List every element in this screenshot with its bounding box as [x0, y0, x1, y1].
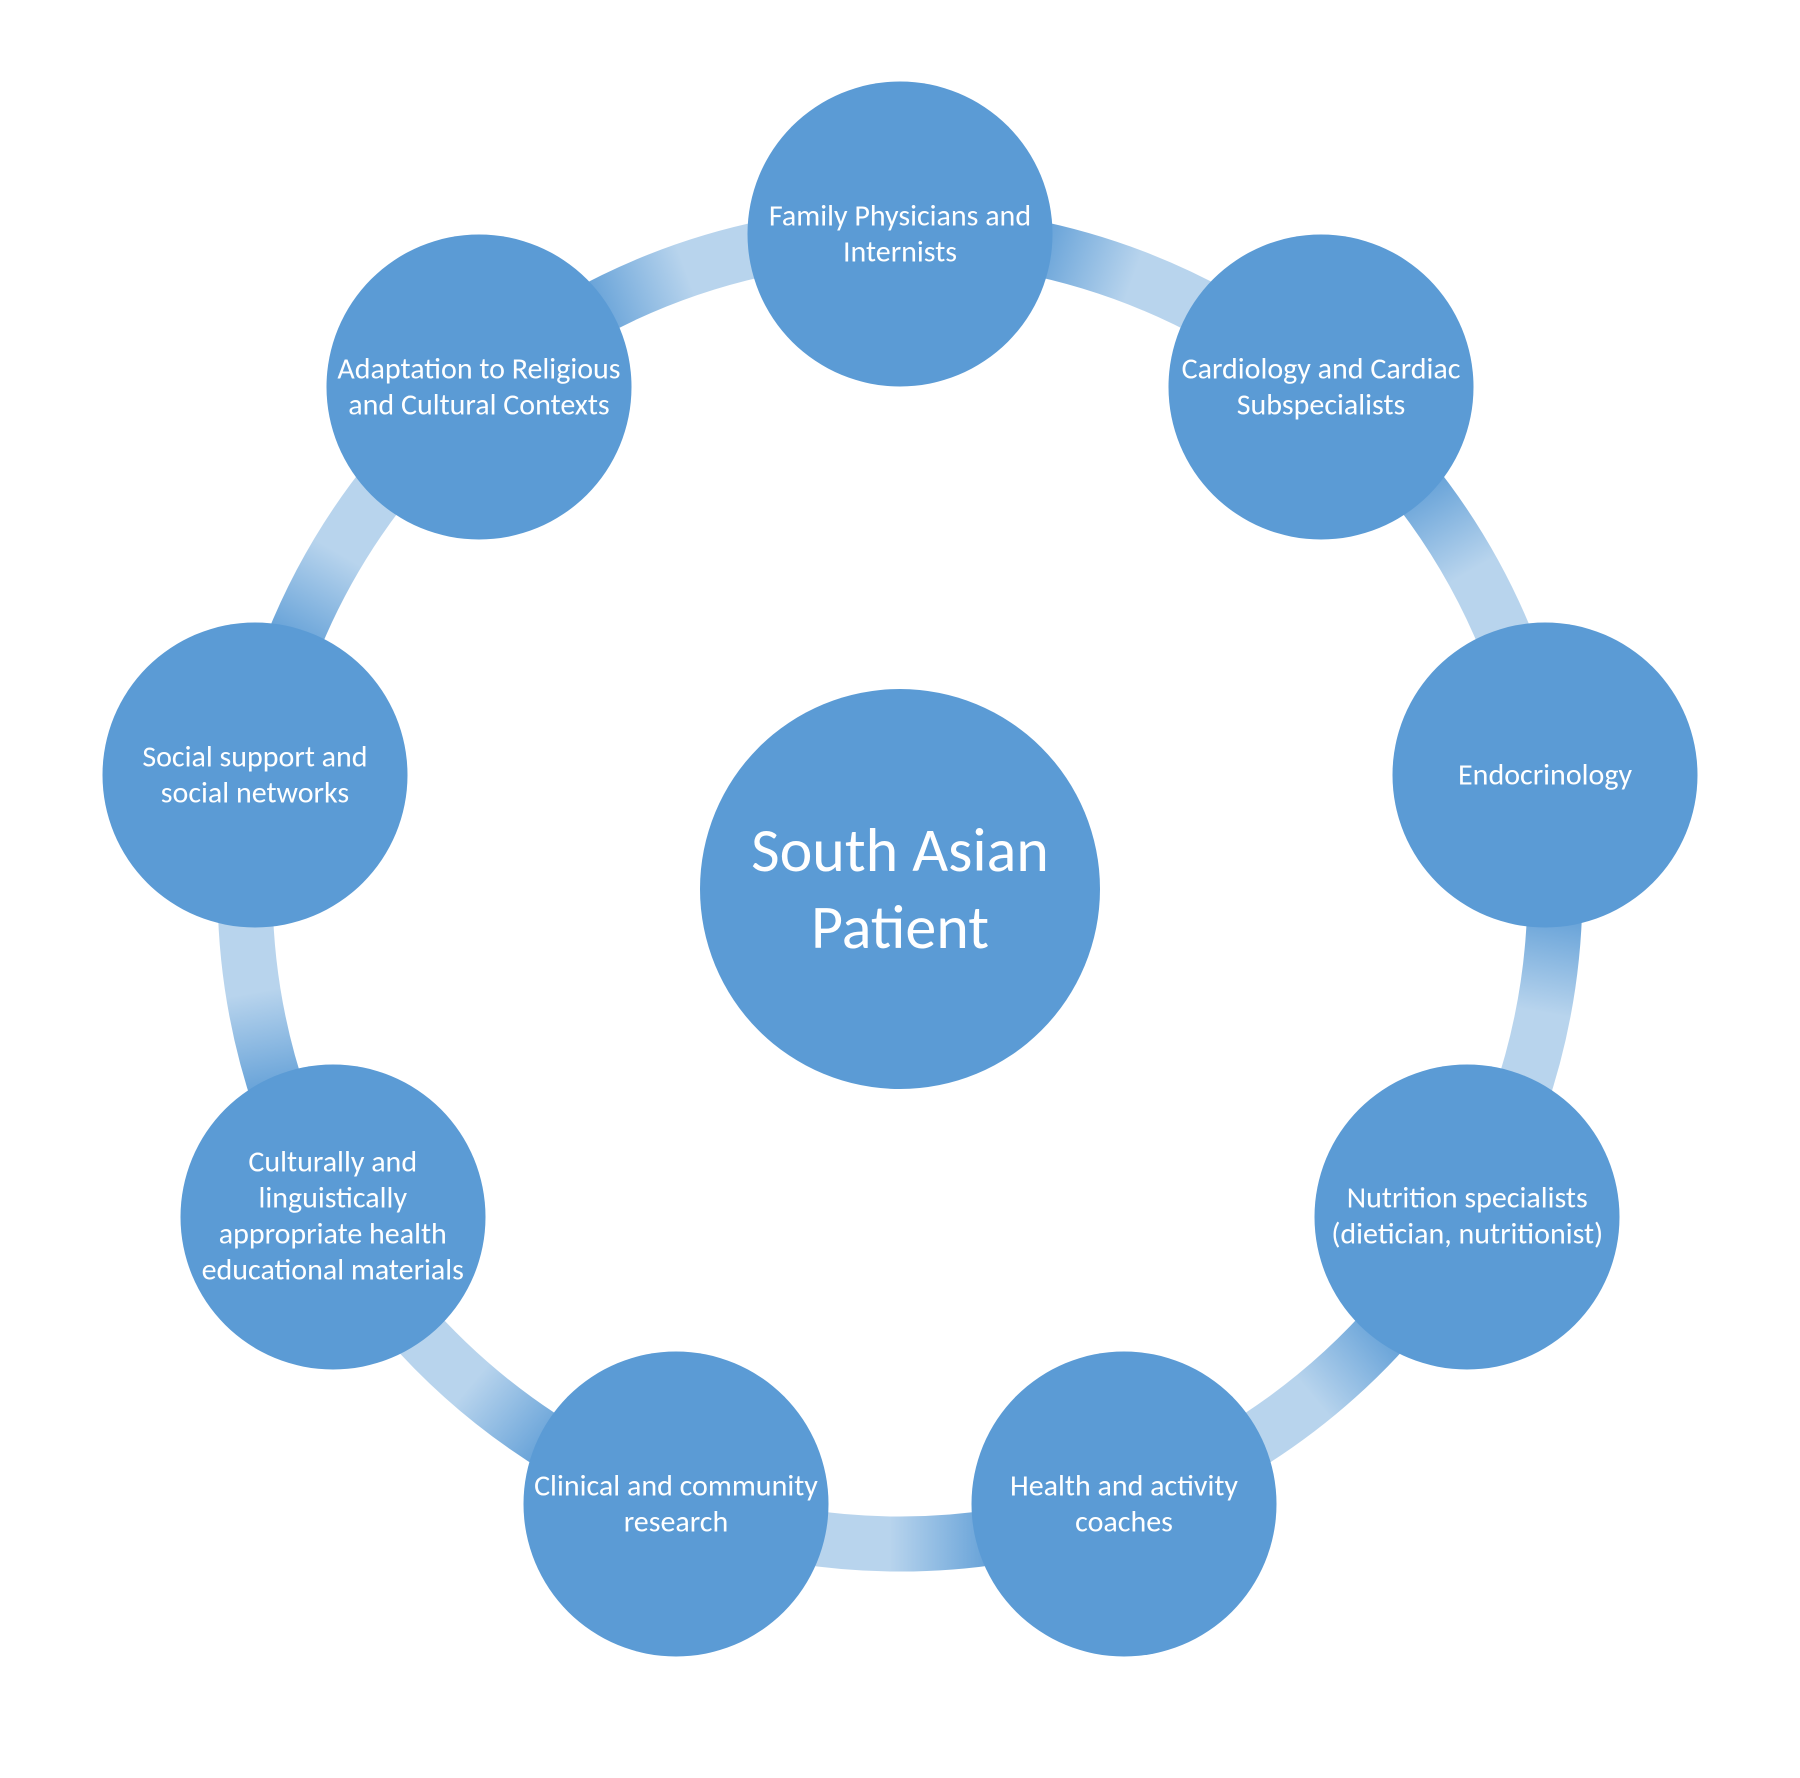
outer-node: Endocrinology [1393, 623, 1698, 928]
outer-node-label: Cardiology and Cardiac Subspecialists [1169, 341, 1474, 433]
connector-arc [1409, 477, 1511, 654]
center-node-label: South Asian Patient [700, 812, 1100, 967]
outer-node: Health and activity coaches [972, 1352, 1277, 1657]
diagram-stage: South Asian Patient Family Physicians an… [0, 0, 1800, 1778]
outer-node: Cardiology and Cardiac Subspecialists [1169, 235, 1474, 540]
connector-arc [1519, 900, 1555, 1102]
connector-arc [1237, 1319, 1394, 1451]
outer-node: Social support and social networks [102, 623, 407, 928]
connector-arc [406, 1319, 563, 1451]
outer-node-label: Endocrinology [1448, 747, 1642, 803]
connector-arc [289, 477, 391, 654]
outer-node: Nutrition specialists (dietician, nutrit… [1315, 1064, 1620, 1369]
outer-node-label: Health and activity coaches [972, 1458, 1277, 1550]
connector-arc [582, 246, 775, 316]
outer-node: Clinical and community research [523, 1352, 828, 1657]
outer-node-label: Adaptation to Religious and Cultural Con… [326, 341, 631, 433]
outer-node: Adaptation to Religious and Cultural Con… [326, 235, 631, 540]
connector-arc [1025, 246, 1218, 316]
outer-node-label: Culturally and linguistically appropriat… [180, 1135, 485, 1299]
outer-node-label: Nutrition specialists (dietician, nutrit… [1315, 1171, 1620, 1263]
center-node: South Asian Patient [700, 689, 1100, 1089]
outer-node-label: Clinical and community research [523, 1458, 828, 1550]
outer-node-label: Family Physicians and Internists [748, 188, 1053, 280]
outer-node-label: Social support and social networks [102, 729, 407, 821]
outer-node: Culturally and linguistically appropriat… [180, 1064, 485, 1369]
connector-arc [245, 900, 281, 1102]
outer-node: Family Physicians and Internists [748, 82, 1053, 387]
